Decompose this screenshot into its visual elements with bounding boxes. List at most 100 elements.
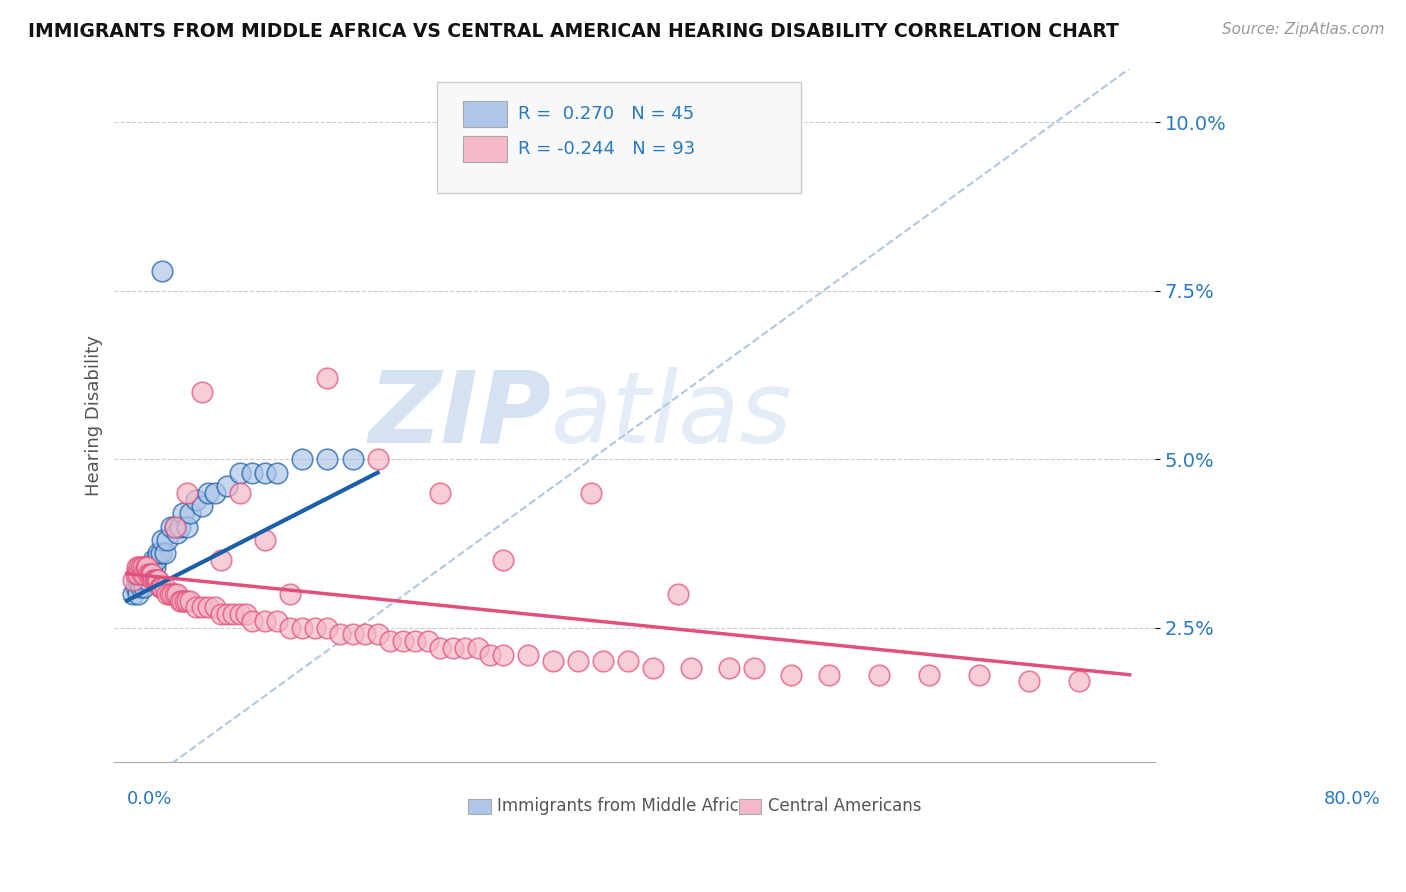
Point [141,566,163,581]
Point [291,621,314,635]
Point [780,667,803,681]
Point [179,506,201,520]
Point [329,627,352,641]
Text: IMMIGRANTS FROM MIDDLE AFRICA VS CENTRAL AMERICAN HEARING DISABILITY CORRELATION: IMMIGRANTS FROM MIDDLE AFRICA VS CENTRAL… [28,22,1119,41]
Point [184,492,207,507]
Point [492,648,515,662]
Point [160,587,183,601]
Point [150,580,173,594]
Point [141,560,163,574]
Text: atlas: atlas [551,367,793,464]
Point [127,566,149,581]
Point [150,263,173,277]
Point [139,566,162,581]
Point [135,560,157,574]
Point [204,600,226,615]
Point [278,587,301,601]
Point [135,566,157,581]
Point [209,607,232,621]
Point [148,574,170,588]
Point [253,533,276,547]
Point [172,506,194,520]
Point [173,593,195,607]
Point [742,661,765,675]
Point [304,621,326,635]
Point [159,519,181,533]
Point [253,466,276,480]
Point [143,574,166,588]
Text: ZIP: ZIP [368,367,551,464]
Point [125,560,148,574]
Point [156,587,179,601]
Point [229,466,252,480]
Point [222,607,245,621]
Point [229,486,252,500]
Bar [468,799,491,814]
Point [156,533,179,547]
Point [1069,674,1091,689]
Point [129,580,152,594]
Point [316,452,339,467]
Point [179,593,201,607]
Point [135,560,157,574]
Point [153,580,176,594]
Text: R =  0.270   N = 45: R = 0.270 N = 45 [517,105,695,123]
Point [429,486,451,500]
Point [132,574,155,588]
Point [342,452,364,467]
Point [416,634,439,648]
Point [163,587,186,601]
Point [125,566,148,581]
Point [266,466,288,480]
Point [125,580,148,594]
Point [240,614,263,628]
Point [145,574,167,588]
Point [142,553,165,567]
Text: Immigrants from Middle Africa: Immigrants from Middle Africa [498,797,749,815]
Point [492,553,515,567]
Point [143,560,166,574]
Point [668,587,690,601]
Point [217,607,239,621]
Point [136,560,159,574]
Point [131,566,153,581]
Point [166,526,188,541]
Point [149,546,172,560]
Point [592,654,614,668]
Point [191,384,214,399]
Point [191,600,214,615]
Point [378,634,401,648]
Bar [463,136,506,162]
Point [541,654,564,668]
Point [148,580,170,594]
Point [278,621,301,635]
Point [136,566,159,581]
Point [134,566,156,581]
Point [404,634,426,648]
Point [131,574,153,588]
Point [291,452,314,467]
Text: Central Americans: Central Americans [768,797,921,815]
Text: 80.0%: 80.0% [1323,790,1381,808]
Point [454,640,477,655]
Point [176,486,198,500]
Point [479,648,502,662]
Point [149,580,172,594]
Point [125,574,148,588]
Point [204,486,226,500]
Point [191,500,214,514]
Point [169,593,191,607]
Point [441,640,464,655]
Point [129,560,152,574]
Point [163,519,186,533]
Point [967,667,990,681]
Point [184,600,207,615]
Point [139,560,162,574]
Y-axis label: Hearing Disability: Hearing Disability [86,335,103,496]
Point [153,546,176,560]
Point [148,546,170,560]
Point [150,533,173,547]
Point [316,371,339,385]
Point [617,654,640,668]
Point [817,667,839,681]
